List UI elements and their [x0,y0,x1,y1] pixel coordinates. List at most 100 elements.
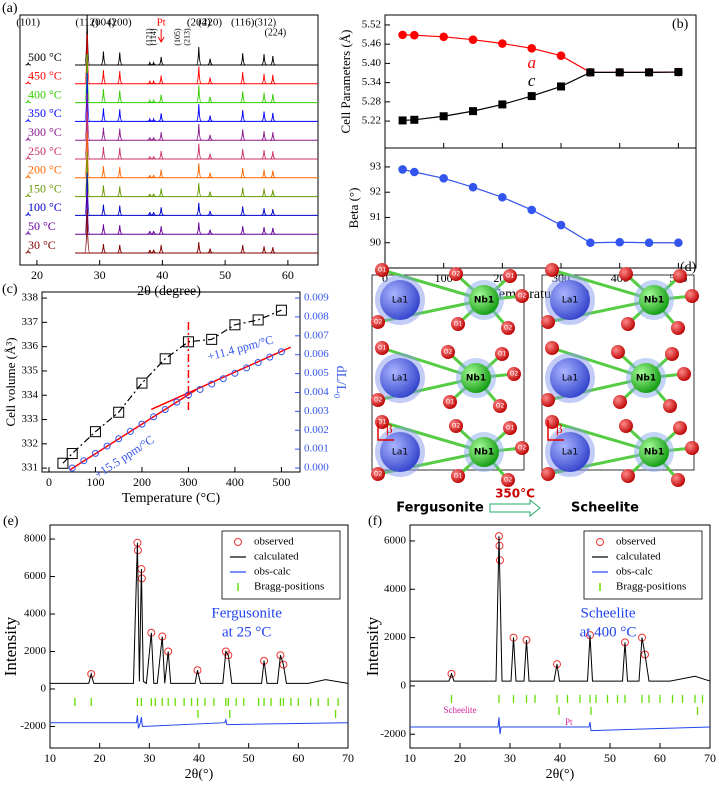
peak [196,202,202,216]
y-tick-label: 4000 [384,583,407,595]
peak-label: Pt [157,17,166,29]
o-atom [613,395,627,409]
peak [25,211,31,216]
series-line [50,715,349,729]
series-label: 350 °C [28,106,62,120]
o-atom [545,263,559,277]
o-atom [501,321,515,335]
peak [25,192,31,198]
panel-label: (b) [672,17,689,32]
observed-point [641,650,649,659]
marker [80,457,88,465]
unit-cell [541,274,695,471]
peak [270,227,276,235]
x-tick-label: 40 [156,268,168,282]
peak [84,210,91,254]
legend-symbol [234,538,242,546]
peak [270,151,276,160]
peak-label: (121) [145,28,154,46]
angle-mark [377,420,394,441]
o-atom [673,421,687,435]
marker [498,100,507,109]
peak [270,247,276,254]
o-atom [501,473,515,487]
annotation: at 25 °C [222,625,271,641]
marker [586,68,595,77]
peak [150,60,157,66]
observed-point [87,669,96,678]
peak-label: (112) [75,17,99,29]
marker [182,336,194,348]
o-atom [515,289,529,303]
y-tick-label: 2000 [24,645,47,657]
y-tick-label: 0.008 [304,310,329,322]
marker [498,39,507,48]
peak [100,70,107,85]
peak [150,249,157,254]
atom-label: O2 [504,325,513,332]
marker [527,205,536,215]
peak-label: (224) [265,27,287,38]
marker [159,353,171,365]
o-atom [441,345,455,359]
marker [556,220,566,230]
marker [439,174,448,183]
marker [615,68,624,77]
peak [158,169,164,179]
peak [25,154,31,160]
x-axis-label: 2θ(°) [546,767,575,782]
marker [469,107,478,116]
o-atom [663,399,677,413]
atom-label: Nb1 [474,296,494,306]
peak [150,117,157,122]
peak [100,51,107,66]
marker [674,68,683,77]
o-atom [671,321,685,335]
y-tick-label: 4000 [24,608,47,620]
marker [231,369,239,377]
y-tick-label: 92 [370,186,381,198]
peak-label: (220) [198,17,222,29]
marker [266,353,274,361]
marker [439,112,448,121]
y-tick-label: 0.000 [304,462,329,474]
peak [158,113,164,122]
o-atom [443,395,457,409]
y-tick-label: 93 [370,160,382,172]
marker [243,364,251,372]
marker [136,377,148,389]
plot-frame [384,14,697,149]
fit-line [150,346,292,411]
peak [100,224,107,235]
peak [158,132,164,141]
o-atom [375,341,389,355]
peak [117,205,123,216]
marker [275,304,287,316]
y-tick-label: 335 [22,364,39,376]
series-label: 500 °C [28,50,62,64]
peak [25,118,31,122]
peak [84,92,91,141]
nb-atom [639,285,669,315]
o-atom [541,315,555,329]
marker [410,167,419,177]
atom-label: O2 [518,445,527,452]
y-tick-label: 0.007 [304,329,329,341]
y-tick-label: 5.28 [362,95,382,107]
peak [158,75,164,85]
x-tick-label: 30 [94,268,106,282]
o-atom [673,269,687,283]
y-tick-label: 5.22 [362,115,381,127]
la-atom [380,432,420,472]
marker [398,116,407,125]
x-tick-label: 60 [292,751,304,765]
marker [527,92,536,101]
y-tick-label: 331 [22,462,39,474]
peak [239,226,246,235]
peak [100,243,107,254]
peak [207,229,213,235]
series-label: 400 °C [28,87,62,101]
peak [158,150,164,160]
y-tick-label: 332 [22,437,39,449]
peak [150,193,157,198]
